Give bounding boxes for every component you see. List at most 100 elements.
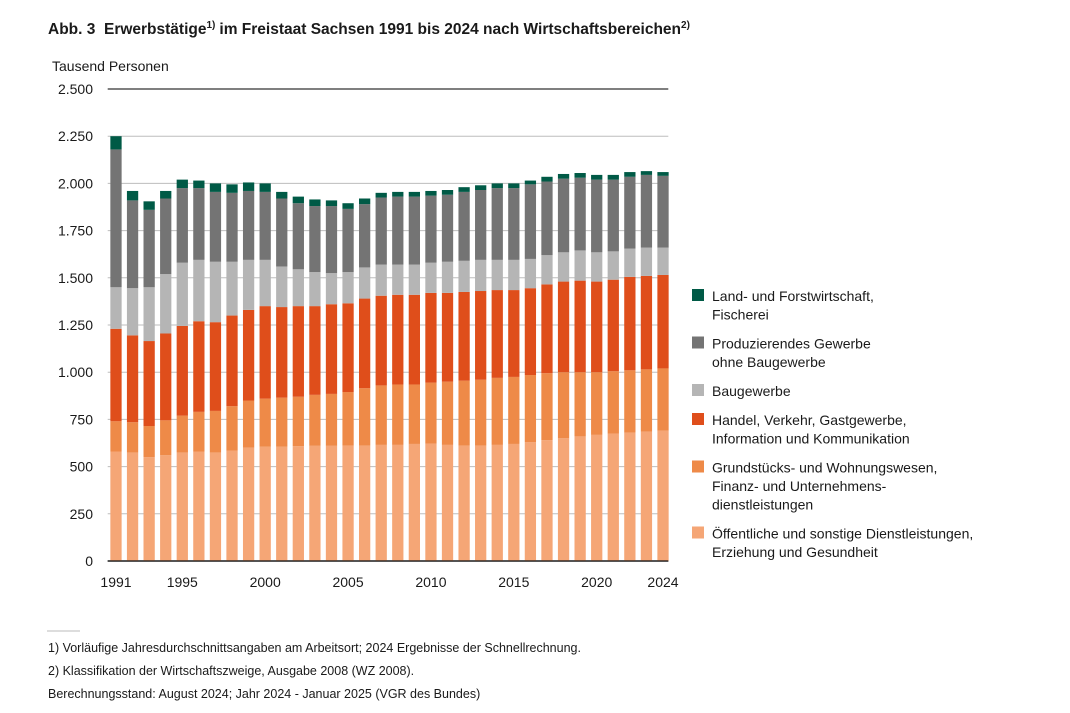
bar-segment: [209, 261, 222, 323]
bar-segment: [325, 304, 338, 394]
bar-segment: [441, 292, 454, 382]
bar-segment: [458, 260, 470, 292]
bar-segment: [425, 262, 437, 293]
bar-segment: [657, 175, 669, 248]
bar-segment: [591, 434, 603, 561]
bar-segment: [508, 183, 520, 189]
bar-segment: [160, 274, 172, 334]
bar-segment: [292, 196, 304, 204]
bar-segment: [524, 375, 537, 443]
bar-segment: [524, 442, 537, 561]
bar-segment: [475, 379, 487, 446]
bar-segment: [475, 185, 487, 191]
bar-segment: [458, 445, 470, 561]
y-tick-label: 2.250: [58, 128, 93, 144]
bar-segment: [176, 325, 188, 416]
bar-segment: [541, 176, 553, 182]
bar-segment: [110, 421, 122, 452]
bar-segment: [325, 200, 338, 207]
bar-segment: [408, 294, 421, 385]
x-tick-label: 2015: [498, 574, 529, 590]
legend-line: Öffentliche und sonstige Dienstleistunge…: [712, 525, 973, 542]
legend-label: Baugewerbe: [712, 383, 791, 399]
legend-swatch: [692, 413, 704, 425]
bar-segment: [309, 206, 321, 273]
bar-segment: [276, 397, 288, 447]
bar-segment: [591, 179, 603, 253]
bar-segment: [375, 264, 387, 296]
bar-segment: [292, 203, 304, 270]
bar-segment: [491, 290, 503, 378]
bar-segment: [508, 188, 520, 260]
y-tick-label: 1.250: [58, 317, 93, 333]
bar-segment: [110, 136, 122, 150]
bar-segment: [143, 341, 155, 427]
bar-segment: [591, 174, 603, 180]
y-tick-label: 1.500: [58, 270, 93, 286]
bar-segment: [574, 372, 586, 437]
bar-segment: [193, 180, 205, 189]
bar-segment: [176, 188, 188, 263]
bar-segment: [342, 203, 354, 209]
y-tick-label: 1.000: [58, 364, 93, 380]
bar-segment: [292, 306, 304, 397]
bar-segment: [110, 451, 122, 561]
bar-segment: [209, 191, 222, 262]
bar-segment: [242, 190, 255, 260]
chart-title: Abb. 3 Erwerbstätige1) im Freistaat Sachs…: [48, 20, 690, 38]
bar-segment: [309, 272, 321, 307]
bar-segment: [358, 267, 371, 299]
bar-segment: [524, 288, 537, 376]
bar-segment: [458, 187, 470, 192]
bar-segment: [193, 411, 205, 452]
bar-segment: [193, 188, 205, 260]
bar-segment: [657, 368, 669, 431]
bar-segment: [640, 247, 653, 276]
bar-segment: [259, 259, 271, 307]
bar-segment: [176, 452, 188, 561]
bar-segment: [110, 287, 122, 329]
x-tick-label: 1991: [100, 574, 131, 590]
bar-segment: [292, 396, 304, 447]
bar-segment: [574, 436, 586, 561]
bar-segment: [143, 287, 155, 342]
bar-segment: [209, 322, 222, 411]
bar-segment: [574, 177, 586, 251]
x-tick-label: 2010: [415, 574, 446, 590]
legend-line: dienstleistungen: [712, 497, 813, 513]
bar-segment: [425, 292, 437, 383]
bar-segment: [126, 335, 139, 423]
footnote: 2) Klassifikation der Wirtschaftszweige,…: [48, 664, 414, 678]
bar-segment: [126, 288, 139, 336]
bar-segment: [392, 196, 404, 265]
y-axis-label: Tausend Personen: [52, 58, 169, 74]
bar-segment: [408, 264, 421, 295]
legend-label: Handel, Verkehr, Gastgewerbe, Information…: [712, 412, 910, 447]
bar-segment: [491, 444, 503, 561]
legend-swatch: [692, 336, 704, 349]
bar-segment: [276, 307, 288, 398]
bar-segment: [309, 306, 321, 395]
bar-segment: [640, 431, 653, 561]
bar-segment: [541, 373, 553, 441]
bar-segment: [375, 385, 387, 445]
bar-segment: [624, 370, 636, 433]
bar-segment: [557, 178, 570, 253]
bar-segment: [541, 284, 553, 374]
legend-label: Grundstücks- und Wohnungswesen, Finanz- u…: [712, 460, 937, 513]
bar-segment: [508, 290, 520, 377]
legend-line: Finanz- und Unternehmens-: [712, 478, 887, 494]
bar-segment: [441, 261, 454, 293]
legend-line: Baugewerbe: [712, 383, 791, 399]
legend-swatch: [692, 289, 704, 301]
bar-segment: [491, 377, 503, 445]
bar-segment: [591, 281, 603, 373]
bar-segment: [375, 295, 387, 386]
bar-segment: [425, 195, 437, 263]
bar-segment: [375, 192, 387, 198]
legend-label: Produzierendes Gewerbe ohne Baugewerbe: [712, 336, 871, 371]
bar-segment: [358, 445, 371, 561]
bar-segment: [160, 190, 172, 199]
bar-segment: [441, 444, 454, 561]
bar-segment: [392, 444, 404, 561]
